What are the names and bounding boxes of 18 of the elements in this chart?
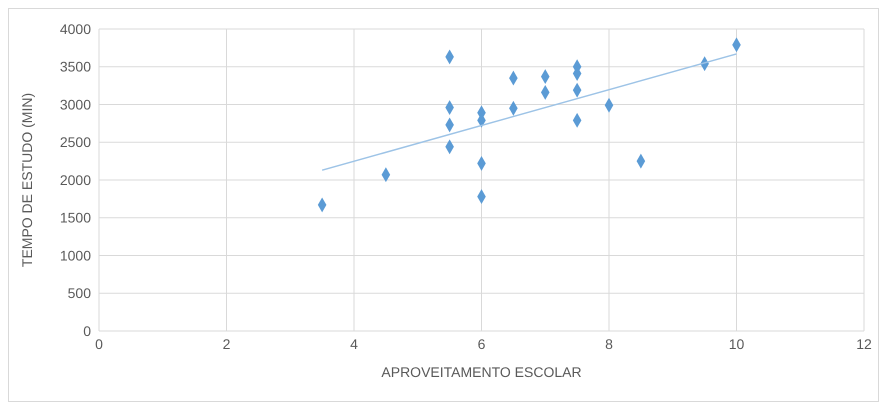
- x-tick-label: 0: [95, 336, 104, 352]
- y-axis-title: TEMPO DE ESTUDO (MIN): [18, 92, 35, 268]
- y-tick-label: 1500: [60, 210, 92, 226]
- y-tick-label: 2000: [60, 172, 92, 188]
- y-tick-label: 3500: [60, 58, 92, 75]
- y-tick-label: 500: [68, 285, 92, 302]
- y-tick-label: 1000: [60, 247, 92, 264]
- y-tick-label: 4000: [60, 20, 92, 37]
- x-tick-label: 10: [728, 336, 744, 352]
- y-tick-label: 2500: [60, 134, 92, 150]
- y-tick-label: 3000: [60, 96, 92, 112]
- x-tick-label: 4: [350, 336, 358, 352]
- x-tick-label: 12: [856, 336, 872, 352]
- x-tick-label: 6: [478, 336, 486, 352]
- y-tick-label: 0: [83, 322, 92, 339]
- x-axis-title: APROVEITAMENTO ESCOLAR: [381, 364, 582, 380]
- x-tick-label: 2: [222, 336, 231, 352]
- x-tick-label: 8: [605, 336, 614, 352]
